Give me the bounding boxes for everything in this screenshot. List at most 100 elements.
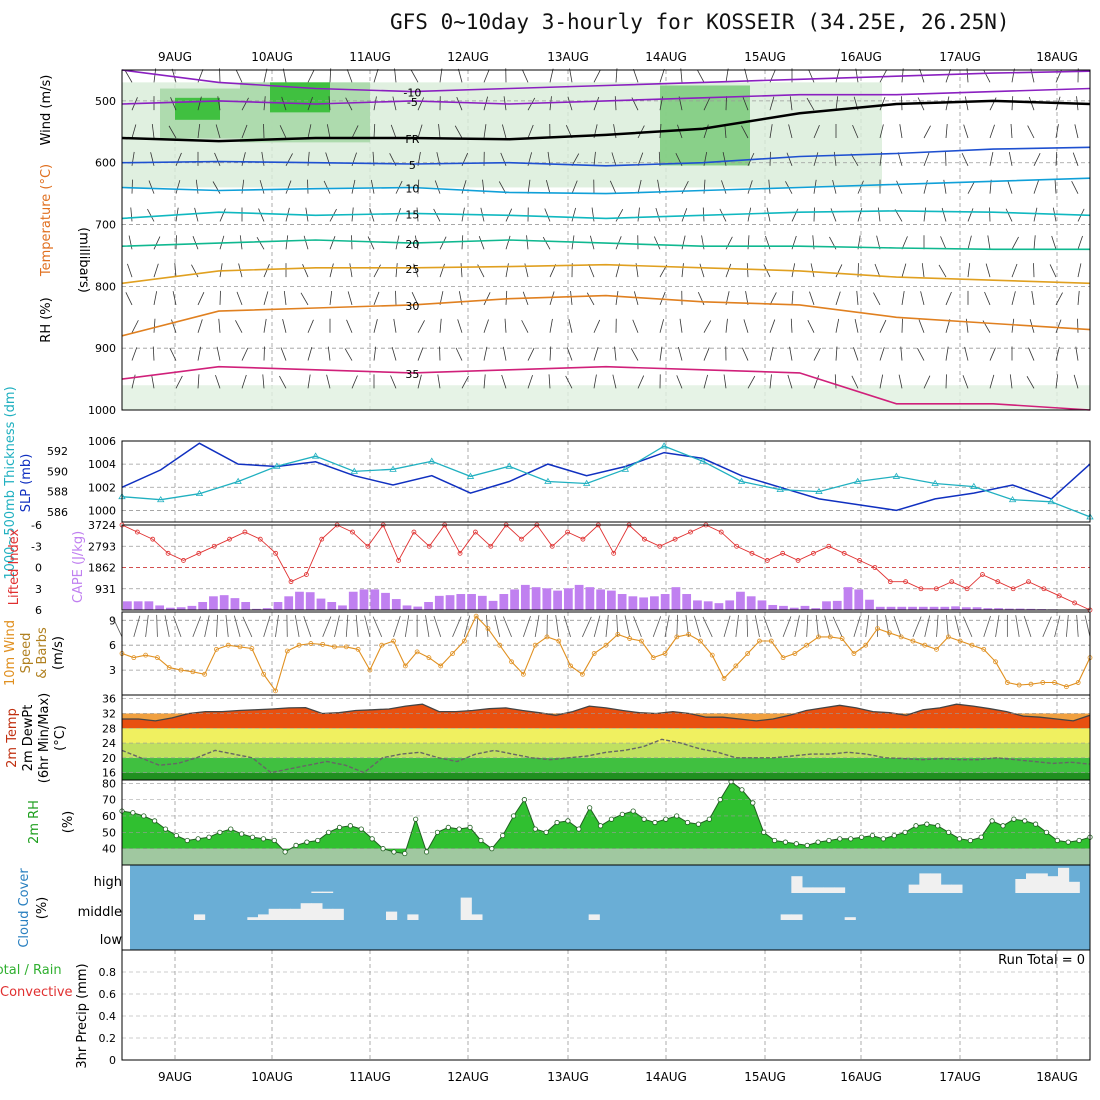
wind-barb: [370, 179, 375, 194]
lifted-index-tick-label: -6: [31, 519, 42, 532]
cloud-middle-block: [471, 914, 483, 920]
wind-speed-marker: [355, 646, 361, 652]
wind-barb: [923, 207, 927, 222]
rh-axis-label: RH (%): [39, 297, 54, 342]
wind-barb: [615, 290, 619, 305]
wind-speed-marker: [296, 642, 302, 648]
wind-barb: [810, 263, 815, 278]
rh-marker: [793, 841, 799, 847]
wind-barb: [741, 347, 749, 361]
wind-barb: [923, 375, 931, 389]
rh-marker: [195, 836, 201, 842]
thickness-marker: [234, 477, 242, 484]
wind-barb: [697, 291, 705, 306]
wind-barb: [571, 207, 577, 222]
wind-barb: [457, 319, 463, 333]
wind-barb: [391, 346, 397, 361]
wind-barb: [967, 208, 974, 222]
cape-bar: [596, 589, 605, 610]
wind-barb: [995, 615, 1000, 637]
rh-marker: [434, 829, 441, 835]
cape-bar: [338, 605, 347, 610]
wind-axis-label: Speed: [19, 633, 34, 674]
rh-marker: [717, 797, 723, 803]
wind-barb: [766, 207, 771, 222]
wind-speed-marker: [910, 638, 916, 644]
cape-bar: [671, 587, 681, 610]
wind-barb: [850, 153, 859, 167]
wind-barb: [151, 124, 155, 139]
wind-barb: [302, 264, 309, 278]
wind-barb: [344, 348, 353, 361]
wind-barb: [746, 263, 749, 278]
wind-barb: [131, 347, 138, 361]
cape-bar: [1026, 608, 1036, 610]
wind-barb: [275, 615, 279, 637]
wind-speed-marker: [945, 634, 951, 640]
wind-barb: [549, 68, 554, 83]
wind-speed-marker: [922, 642, 928, 648]
wind-speed-marker: [485, 626, 491, 631]
wind-barb: [965, 318, 969, 333]
wind-barb: [609, 180, 617, 194]
wind-barb: [741, 125, 749, 139]
wind-barb: [502, 616, 512, 638]
wind-barb: [1030, 68, 1035, 83]
rh-marker: [761, 829, 767, 835]
wind-barb: [1028, 347, 1035, 361]
wind-barb: [434, 180, 441, 194]
wind-barb: [197, 124, 201, 139]
slp-tick-label: 1002: [88, 481, 116, 494]
wind-barb: [963, 124, 969, 139]
rh-marker: [771, 837, 778, 844]
wind-barb: [1049, 264, 1057, 278]
rh-marker: [924, 821, 930, 827]
rh-marker: [282, 849, 288, 855]
wind-barb: [921, 263, 925, 278]
wind-barb: [151, 374, 155, 389]
wind-barb: [735, 615, 739, 637]
cape-bar: [123, 601, 132, 610]
wind-barb: [351, 125, 359, 139]
wind-speed-marker: [875, 626, 880, 631]
panel-frame: [121, 440, 1091, 523]
rh-marker: [184, 837, 190, 844]
lifted-index-marker: [549, 543, 555, 549]
wind-barb: [259, 180, 265, 194]
wind-speed-marker: [1063, 684, 1069, 690]
wind-barb: [962, 375, 969, 389]
thickness-marker: [699, 457, 707, 464]
cloud-high-block: [823, 887, 835, 893]
rh-marker: [684, 819, 691, 826]
lifted-index-marker: [227, 536, 232, 542]
thickness-marker: [311, 452, 320, 459]
wind-barb: [813, 375, 820, 389]
wind-barb: [417, 124, 423, 139]
wind-barb: [235, 69, 243, 83]
wind-barb: [893, 615, 902, 638]
cloud-axis-label: (%): [35, 897, 50, 920]
wind-barb: [133, 615, 141, 638]
cape-bar: [682, 594, 692, 610]
precip-tick-label: 0.4: [99, 1010, 117, 1023]
wind-barb: [723, 615, 731, 638]
date-label-bottom: 18AUG: [1036, 1070, 1078, 1084]
wind-barb: [171, 68, 177, 83]
slp-tick-label: 1004: [88, 458, 116, 471]
wind-barb: [633, 616, 642, 638]
wind-barb: [145, 615, 149, 637]
cloud-middle-block: [588, 914, 600, 920]
wind-barb: [1055, 151, 1058, 166]
wind-barb: [329, 290, 333, 305]
cloud-high-block: [1015, 879, 1027, 893]
wind-speed-marker: [816, 634, 821, 640]
rh-marker: [239, 831, 245, 837]
wind-barb: [681, 208, 688, 222]
wind-barb: [1055, 374, 1059, 389]
wind-barb: [632, 319, 639, 333]
wind-speed-marker: [402, 663, 408, 669]
lifted-index-marker: [580, 536, 586, 542]
precip-total-label: Total / Rain: [0, 963, 62, 978]
wind-barb: [896, 180, 903, 194]
pressure-tick-label: 900: [95, 342, 116, 355]
